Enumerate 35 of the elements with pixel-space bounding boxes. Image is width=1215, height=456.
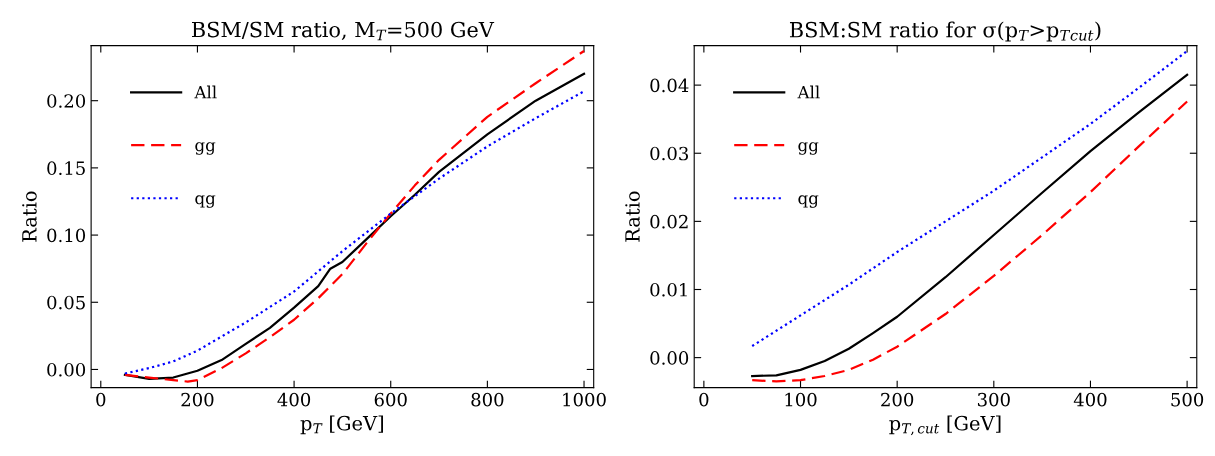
y-tick-label: 0.02	[650, 214, 688, 229]
x-tick-label: 200	[881, 392, 914, 407]
y-tick-label: 0.00	[650, 351, 689, 365]
x-tick-label: 1000	[563, 392, 606, 407]
legend-label: All	[194, 85, 217, 99]
x-tick-label: 600	[374, 392, 407, 407]
y-tick-label: 0.20	[47, 94, 86, 108]
x-tick-label: 0	[96, 392, 106, 407]
legend-label: All	[797, 85, 820, 99]
y-tick-label: 0.03	[650, 146, 689, 161]
x-tick-label: 300	[977, 392, 1010, 407]
y-tick-label: 0.00	[47, 362, 86, 377]
x-tick-label: 100	[785, 392, 817, 407]
y-tick-label: 0.01	[650, 282, 687, 297]
y-tick-label: 0.10	[47, 228, 86, 243]
x-tick-label: 800	[471, 392, 504, 407]
x-axis-title: p$_{T}$ [GeV]	[300, 415, 383, 435]
x-tick-label: 200	[181, 392, 214, 407]
y-tick-label: 0.15	[47, 161, 85, 175]
legend-label: qg	[195, 195, 216, 208]
line-series	[751, 49, 1189, 348]
y-axis-title: Ratio	[625, 191, 640, 242]
y-tick-label: 0.05	[47, 295, 85, 310]
x-axis-title: p$_{T,cut}$ [GeV]	[889, 415, 1001, 436]
legend-label: gg	[195, 142, 216, 155]
x-tick-label: 0	[699, 392, 709, 407]
chart-title: BSM/SM ratio, M$_{T}$=500 GeV	[192, 21, 495, 41]
x-tick-label: 400	[1073, 392, 1107, 407]
chart-title: BSM:SM ratio for σ(p$_{T}$>p$_{Tcut}$)	[789, 21, 1101, 42]
y-tick-label: 0.04	[650, 78, 689, 93]
x-tick-label: 500	[1171, 392, 1204, 407]
x-tick-label: 400	[277, 392, 311, 407]
legend-label: gg	[798, 142, 819, 155]
y-axis-title: Ratio	[22, 191, 37, 242]
legend-label: qg	[798, 195, 819, 208]
